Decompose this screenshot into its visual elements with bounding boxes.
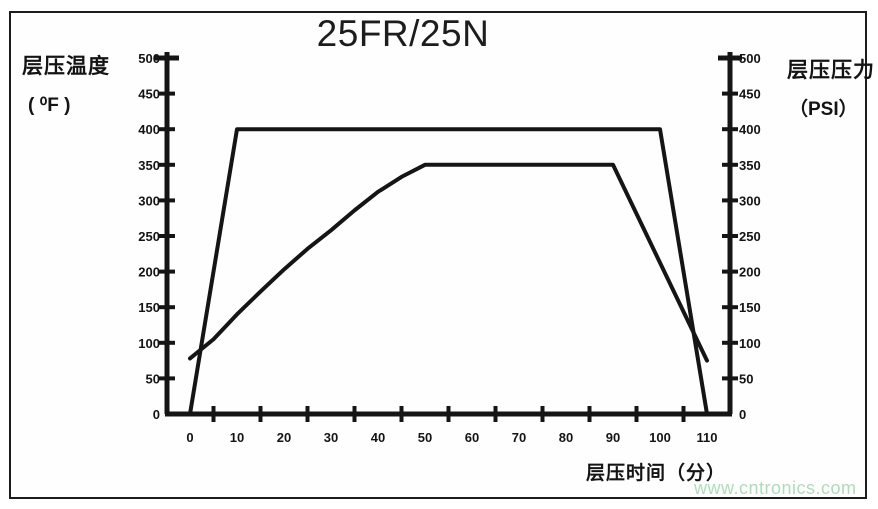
x-tick-label: 110 bbox=[697, 430, 718, 445]
left-y-tick-label: 50 bbox=[146, 371, 160, 386]
x-tick-label: 30 bbox=[324, 430, 338, 445]
left-axis-title: 层压温度 ( ⁰F ) bbox=[22, 56, 110, 115]
chart-title: 25FR/25N bbox=[316, 13, 490, 54]
left-y-tick-label: 300 bbox=[138, 193, 160, 208]
right-y-tick-label: 50 bbox=[739, 371, 753, 386]
left-y-tick-label: 400 bbox=[138, 122, 160, 137]
left-y-tick-label: 0 bbox=[153, 407, 160, 422]
left-y-tick-label: 350 bbox=[138, 158, 160, 173]
x-axis-title: 层压时间（分） bbox=[586, 463, 727, 484]
left-axis-title-text: 层压温度 bbox=[22, 55, 110, 78]
left-y-tick-label: 150 bbox=[138, 300, 160, 315]
pressure-curve bbox=[188, 127, 709, 416]
x-tick-label: 0 bbox=[186, 430, 193, 445]
x-tick-label: 50 bbox=[418, 430, 432, 445]
right-y-tick-label: 300 bbox=[739, 193, 761, 208]
left-axis-unit: ( ⁰F ) bbox=[28, 95, 71, 116]
x-tick-label: 20 bbox=[277, 430, 291, 445]
right-y-tick-label: 0 bbox=[739, 407, 746, 422]
x-tick-label: 40 bbox=[371, 430, 385, 445]
left-y-tick-label: 250 bbox=[138, 229, 160, 244]
x-tick-label: 100 bbox=[649, 430, 671, 445]
right-axis-title-text: 层压压力 bbox=[787, 59, 875, 82]
left-y-tick-label: 100 bbox=[138, 336, 160, 351]
left-y-tick-label: 200 bbox=[138, 265, 160, 280]
x-tick-label: 70 bbox=[512, 430, 526, 445]
right-y-tick-label: 400 bbox=[739, 122, 761, 137]
right-y-tick-label: 100 bbox=[739, 336, 761, 351]
right-y-tick-label: 450 bbox=[739, 87, 761, 102]
x-tick-label: 10 bbox=[230, 430, 244, 445]
x-tick-label: 60 bbox=[465, 430, 479, 445]
x-tick-label: 80 bbox=[559, 430, 573, 445]
right-y-tick-label: 350 bbox=[739, 158, 761, 173]
x-tick-label: 90 bbox=[606, 430, 620, 445]
watermark: www.cntronics.com bbox=[694, 478, 857, 498]
right-axis-unit: （PSI） bbox=[789, 99, 858, 120]
left-y-tick-label: 500 bbox=[138, 51, 160, 66]
right-y-tick-label: 250 bbox=[739, 229, 761, 244]
right-y-tick-label: 200 bbox=[739, 265, 761, 280]
right-y-tick-label: 150 bbox=[739, 300, 761, 315]
temperature-curve bbox=[188, 162, 709, 363]
right-axis-title: 层压压力 （PSI） bbox=[787, 60, 875, 119]
right-y-tick-label: 500 bbox=[739, 51, 761, 66]
left-y-tick-label: 450 bbox=[138, 87, 160, 102]
